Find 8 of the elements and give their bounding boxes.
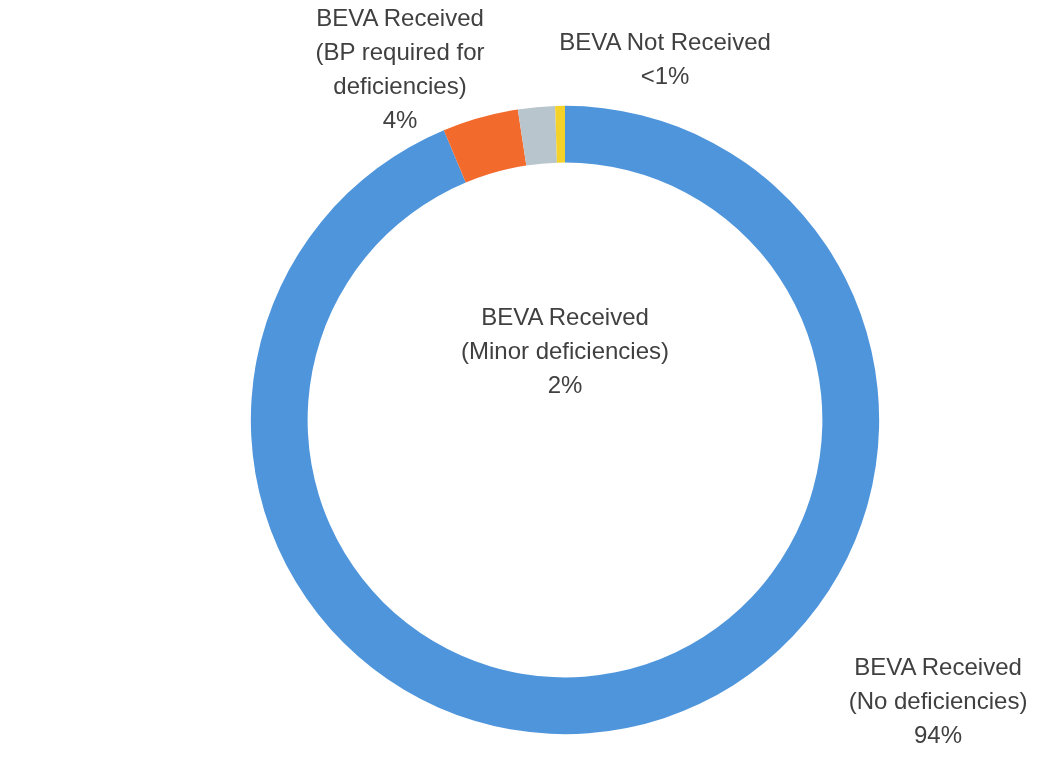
- data-label: 2%: [547, 370, 583, 398]
- slice-label: BEVA Received (Minor deficiencies): [460, 302, 670, 364]
- slice-label: BEVA Not Received: [559, 27, 771, 55]
- slice-label: BEVA Received (BP required for deficiencies): [315, 3, 485, 99]
- slice-label: BEVA Received (No deficiencies): [848, 652, 1028, 714]
- data-label: <1%: [640, 61, 690, 89]
- data-label: 94%: [913, 720, 963, 748]
- data-label: 4%: [382, 105, 418, 133]
